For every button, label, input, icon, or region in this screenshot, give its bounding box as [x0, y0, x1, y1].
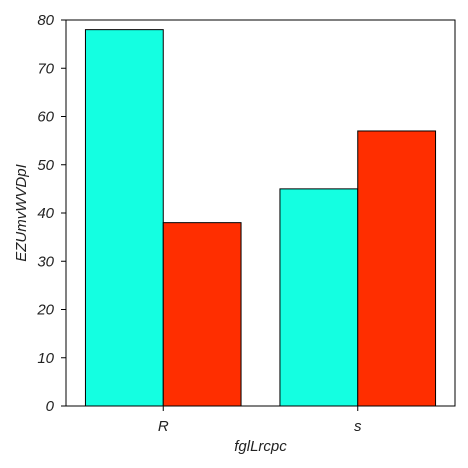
bar-R-series-1: [84, 29, 164, 407]
x-tick-label: R: [158, 418, 169, 435]
bar-s-series-1: [279, 188, 359, 407]
y-tick-label: 10: [37, 350, 54, 367]
y-tick-label: 50: [37, 157, 54, 174]
y-tick-label: 60: [37, 109, 54, 126]
y-tick-label: 20: [36, 302, 54, 319]
bar-s-series-2: [357, 130, 437, 407]
y-axis-label: EZUmvWVDpI: [13, 164, 30, 262]
y-tick-label: 40: [37, 205, 54, 222]
y-tick-label: 80: [37, 12, 54, 29]
y-axis-ticks: 0 10 20 30 40 50 60 70 80: [36, 12, 66, 415]
y-tick-label: 0: [46, 398, 55, 415]
x-axis-label: fglLrcpc: [234, 438, 287, 455]
y-tick-label: 30: [37, 253, 54, 270]
y-tick-label: 70: [37, 60, 54, 77]
bar-R-series-2: [162, 222, 242, 407]
bars-group: [84, 29, 437, 407]
x-tick-label: s: [354, 418, 362, 435]
